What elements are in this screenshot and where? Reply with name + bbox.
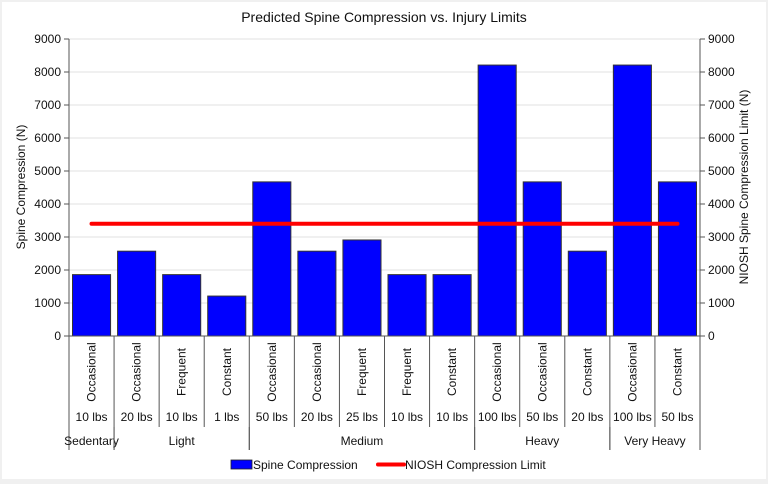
y-tick-label-left: 0: [54, 329, 61, 343]
y-tick-label-left: 4000: [34, 197, 61, 211]
gridlines: [69, 38, 700, 304]
category-load-label: 20 lbs: [121, 410, 153, 424]
category-frequency-label: Occasional: [625, 342, 639, 401]
category-frequency-label: Occasional: [130, 342, 144, 401]
legend-bar-swatch: [230, 459, 253, 470]
category-load-label: 10 lbs: [166, 410, 198, 424]
y-tick-label-left: 1000: [34, 296, 61, 310]
y-tick-label-right: 3000: [708, 230, 735, 244]
category-frequency-label: Occasional: [490, 342, 504, 401]
category-frequency-label: Frequent: [400, 347, 414, 396]
bar: [477, 64, 517, 337]
category-frequency-label: Frequent: [355, 347, 369, 396]
group-label: Very Heavy: [624, 434, 685, 448]
category-frequency-label: Occasional: [85, 342, 99, 401]
category-load-label: 20 lbs: [301, 410, 333, 424]
axes: 0 0 1000 1000 2000 2000 3000 3000 4000 4000 5000 50…: [34, 32, 735, 343]
y-tick-label-left: 8000: [34, 65, 61, 79]
category-load-label: 100 lbs: [613, 410, 652, 424]
bar: [117, 250, 157, 337]
bar: [162, 274, 202, 337]
category-frequency-label: Frequent: [175, 347, 189, 396]
bar: [252, 181, 292, 337]
group-label: Medium: [341, 434, 384, 448]
bar: [207, 295, 247, 337]
bar: [612, 64, 652, 337]
legend-bar-label: Spine Compression: [253, 458, 358, 472]
bar: [72, 274, 112, 337]
category-load-label: 10 lbs: [436, 410, 468, 424]
y-tick-label-right: 9000: [708, 32, 735, 46]
bar: [342, 239, 382, 337]
category-frequency-label: Constant: [670, 347, 684, 396]
category-frequency-label: Constant: [580, 347, 594, 396]
y-tick-label-right: 0: [708, 329, 715, 343]
y-axis-label-left: Spine Compression (N): [14, 125, 28, 250]
y-tick-label-right: 6000: [708, 131, 735, 145]
category-frequency-label: Constant: [445, 347, 459, 396]
category-load-label: 25 lbs: [346, 410, 378, 424]
chart-title: Predicted Spine Compression vs. Injury L…: [241, 9, 527, 25]
group-label: Light: [169, 434, 196, 448]
y-tick-label-left: 7000: [34, 98, 61, 112]
bar: [387, 274, 427, 337]
bar: [432, 274, 472, 337]
category-load-label: 50 lbs: [256, 410, 288, 424]
y-tick-label-left: 9000: [34, 32, 61, 46]
legend-line-label: NIOSH Compression Limit: [405, 458, 546, 472]
bar: [567, 250, 607, 337]
category-frequency-label: Occasional: [310, 342, 324, 401]
y-tick-label-right: 7000: [708, 98, 735, 112]
bar: [657, 181, 698, 337]
bar: [522, 181, 562, 337]
category-frequency-label: Occasional: [265, 342, 279, 401]
bar: [297, 250, 337, 337]
y-tick-label-right: 1000: [708, 296, 735, 310]
category-frequency-label: Constant: [220, 347, 234, 396]
category-load-label: 1 lbs: [214, 410, 239, 424]
x-axis-labels: Occasional 10 lbs Occasional 20 lbs Frequent…: [64, 336, 701, 450]
y-tick-label-left: 3000: [34, 230, 61, 244]
y-tick-label-left: 5000: [34, 164, 61, 178]
bar-series: [72, 64, 698, 337]
category-load-label: 10 lbs: [391, 410, 423, 424]
y-tick-label-left: 2000: [34, 263, 61, 277]
y-axis-label-right: NIOSH Spine Compression Limit (N): [737, 90, 751, 285]
y-tick-label-right: 5000: [708, 164, 735, 178]
y-tick-label-right: 4000: [708, 197, 735, 211]
category-load-label: 50 lbs: [526, 410, 558, 424]
category-load-label: 100 lbs: [478, 410, 517, 424]
legend: Spine Compression NIOSH Compression Limi…: [230, 458, 546, 472]
group-label: Heavy: [525, 434, 559, 448]
category-load-label: 50 lbs: [661, 410, 693, 424]
y-tick-label-right: 2000: [708, 263, 735, 277]
category-load-label: 20 lbs: [571, 410, 603, 424]
category-frequency-label: Occasional: [535, 342, 549, 401]
group-label: Sedentary: [64, 434, 119, 448]
category-load-label: 10 lbs: [76, 410, 108, 424]
y-tick-label-right: 8000: [708, 65, 735, 79]
y-tick-label-left: 6000: [34, 131, 61, 145]
